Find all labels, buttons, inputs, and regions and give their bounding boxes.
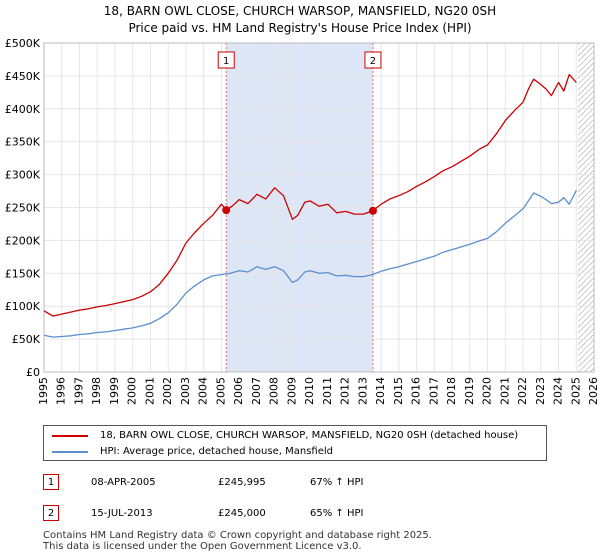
x-tick-label: 2000 — [126, 377, 139, 405]
sale-marker-badge: 2 — [43, 505, 59, 521]
sale-hpi-change: 67% ↑ HPI — [310, 477, 364, 488]
x-tick-label: 1995 — [37, 377, 50, 405]
x-tick-label: 2012 — [339, 377, 352, 405]
x-tick-label: 2011 — [321, 377, 334, 405]
x-tick-label: 2003 — [179, 377, 192, 405]
sale-marker-badge: 1 — [43, 474, 59, 490]
sale-row: 2 15-JUL-2013 £245,000 65% ↑ HPI — [0, 505, 600, 523]
chart-legend: 18, BARN OWL CLOSE, CHURCH WARSOP, MANSF… — [43, 425, 547, 461]
y-tick-label: £200K — [5, 234, 41, 247]
plot-border — [43, 42, 595, 373]
x-tick-label: 2021 — [498, 377, 511, 405]
sale-marker-box — [364, 51, 382, 69]
x-tick-label: 2005 — [214, 377, 227, 405]
sale-price: £245,995 — [218, 477, 266, 488]
y-tick-label: £100K — [5, 300, 41, 313]
x-tick-label: 2008 — [268, 377, 281, 405]
footer-attribution: Contains HM Land Registry data © Crown c… — [43, 530, 432, 552]
x-tick-label: 2019 — [463, 377, 476, 405]
property-price-line — [43, 73, 577, 317]
x-tick-label: 2013 — [356, 377, 369, 405]
x-tick-label: 2001 — [143, 377, 156, 405]
x-tick-label: 2026 — [587, 377, 600, 405]
y-tick-label: £500K — [5, 37, 41, 50]
x-tick-label: 2014 — [374, 377, 387, 405]
legend-item-hpi: HPI: Average price, detached house, Mans… — [52, 444, 333, 460]
y-tick-label: £50K — [12, 333, 41, 346]
y-tick-label: £300K — [5, 169, 41, 182]
legend-swatch-property — [52, 435, 88, 437]
title-line-2: Price paid vs. HM Land Registry's House … — [128, 21, 472, 35]
x-tick-label: 2004 — [197, 377, 210, 405]
x-tick-label: 2002 — [161, 377, 174, 405]
legend-item-property: 18, BARN OWL CLOSE, CHURCH WARSOP, MANSF… — [52, 428, 518, 444]
y-tick-label: £150K — [5, 267, 41, 280]
footer-line-1: Contains HM Land Registry data © Crown c… — [43, 530, 432, 541]
sale-hpi-change: 65% ↑ HPI — [310, 508, 364, 519]
sale-row: 1 08-APR-2005 £245,995 67% ↑ HPI — [0, 474, 600, 492]
sale-marker-number: 1 — [223, 56, 229, 67]
legend-label-property: 18, BARN OWL CLOSE, CHURCH WARSOP, MANSF… — [100, 430, 519, 441]
sale-date: 15-JUL-2013 — [91, 508, 153, 519]
x-tick-label: 2017 — [427, 377, 440, 405]
x-tick-label: 2009 — [285, 377, 298, 405]
sale-marker-box — [217, 51, 235, 69]
footer-line-2: This data is licensed under the Open Gov… — [43, 541, 362, 552]
x-tick-label: 2025 — [569, 377, 582, 405]
sale-marker-number: 2 — [370, 56, 376, 67]
x-tick-label: 2010 — [303, 377, 316, 405]
y-tick-label: £450K — [5, 70, 41, 83]
x-tick-label: 1997 — [72, 377, 85, 405]
y-tick-label: £350K — [5, 136, 41, 149]
sale-point — [222, 206, 231, 215]
x-tick-label: 2016 — [410, 377, 423, 405]
x-tick-label: 2024 — [552, 377, 565, 405]
x-tick-label: 2006 — [232, 377, 245, 405]
x-tick-label: 2018 — [445, 377, 458, 405]
x-tick-label: 2023 — [534, 377, 547, 405]
x-tick-label: 2020 — [481, 377, 494, 405]
legend-label-hpi: HPI: Average price, detached house, Mans… — [100, 446, 333, 457]
y-tick-label: £250K — [5, 202, 41, 215]
legend-swatch-hpi — [52, 451, 88, 453]
y-tick-label: £400K — [5, 103, 41, 116]
y-tick-label: £0 — [26, 366, 40, 379]
sale-point — [368, 206, 377, 215]
x-tick-label: 1999 — [108, 377, 121, 405]
x-tick-label: 2015 — [392, 377, 405, 405]
hpi-line — [43, 190, 577, 338]
x-tick-label: 2022 — [516, 377, 529, 405]
title-line-1: 18, BARN OWL CLOSE, CHURCH WARSOP, MANSF… — [103, 4, 497, 18]
chart-title: 18, BARN OWL CLOSE, CHURCH WARSOP, MANSF… — [0, 3, 600, 37]
sale-date: 08-APR-2005 — [91, 477, 156, 488]
x-tick-label: 2007 — [250, 377, 263, 405]
price-chart: £0 £50K £100K £150K £200K £250K £300K £350K £400… — [5, 37, 600, 405]
x-tick-label: 1998 — [90, 377, 103, 405]
x-tick-label: 1996 — [55, 377, 68, 405]
sale-price: £245,000 — [218, 508, 266, 519]
